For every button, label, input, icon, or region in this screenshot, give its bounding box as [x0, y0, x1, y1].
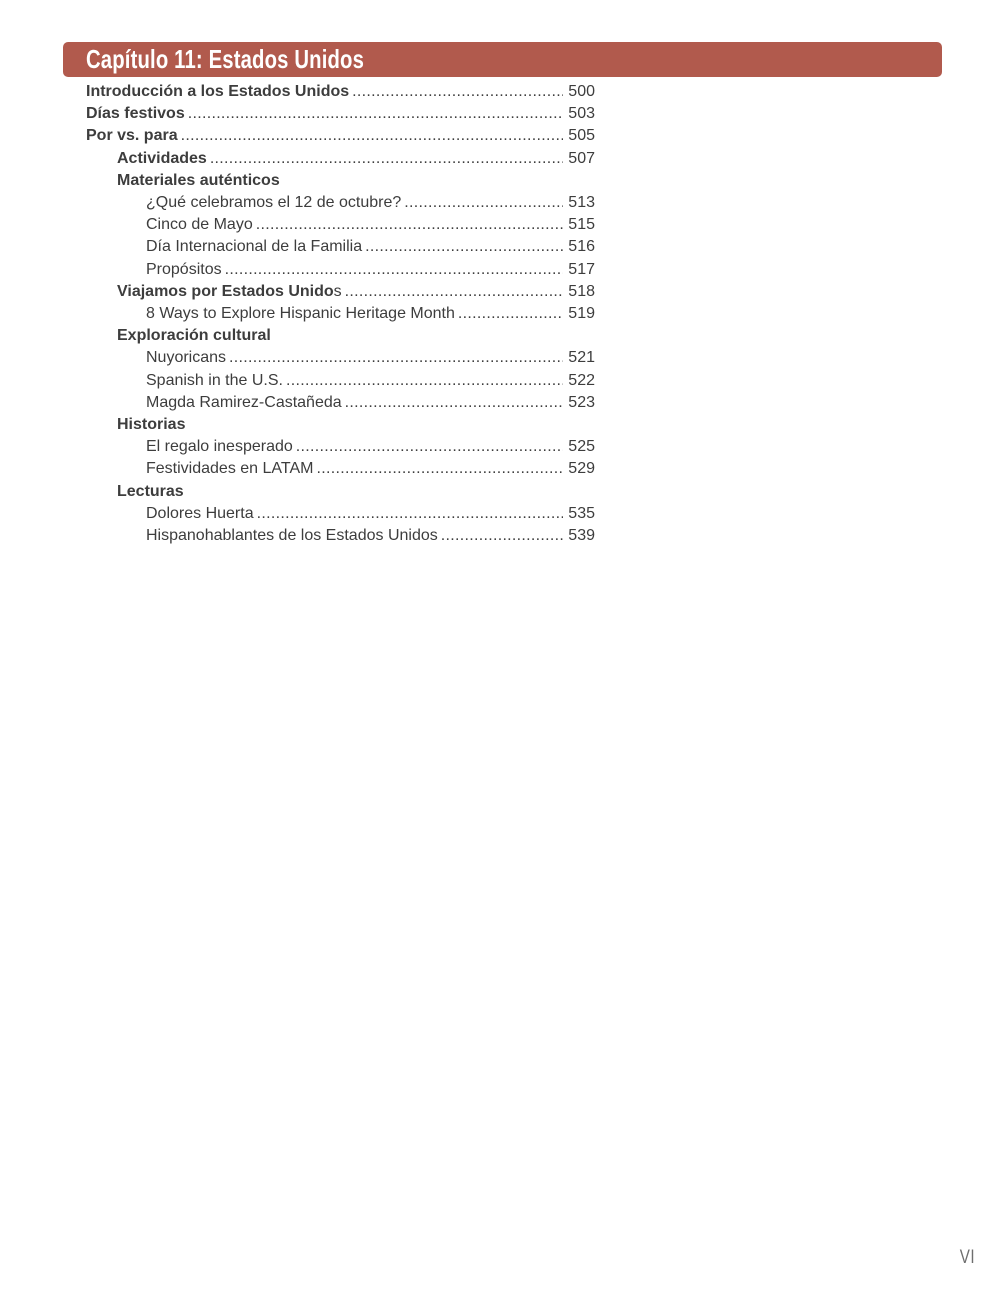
toc-entry-page: 521: [568, 349, 595, 367]
toc-entry-label: Spanish in the U.S.: [146, 371, 283, 389]
dot-leader: ........................................…: [365, 238, 563, 256]
dot-leader: ........................................…: [352, 83, 563, 100]
toc-entry-page: 519: [568, 305, 595, 323]
toc-entry-label: Por vs. para: [86, 127, 178, 145]
toc-entry-page: 503: [568, 105, 595, 123]
toc-entry[interactable]: Actividades ............................…: [86, 148, 595, 170]
dot-leader: ........................................…: [255, 216, 564, 234]
toc-entry-label: El regalo inesperado: [146, 438, 293, 456]
toc-entry-label-suffix: s: [333, 282, 342, 300]
page-number-folio: VI: [959, 1247, 975, 1268]
toc-entry[interactable]: Viajamos por Estados Unido s ...........…: [86, 281, 595, 303]
toc-entry-page: 522: [568, 371, 595, 389]
chapter-title: Capítulo 11: Estados Unidos: [86, 43, 365, 74]
toc-entry[interactable]: Lecturas: [86, 481, 595, 503]
dot-leader: ........................................…: [209, 149, 564, 167]
toc-entry-label: Día Internacional de la Familia: [146, 238, 363, 256]
toc-entry-page: 500: [568, 83, 595, 100]
toc-entry-label: Hispanohablantes de los Estados Unidos: [146, 527, 438, 545]
toc-entry-page: 523: [568, 393, 595, 411]
toc-entry-label: Dolores Huerta: [146, 504, 254, 522]
dot-leader: ........................................…: [187, 105, 564, 123]
toc-entry[interactable]: Día Internacional de la Familia ........…: [86, 236, 595, 258]
toc-entry-page: 517: [568, 260, 595, 278]
dot-leader: ........................................…: [256, 504, 564, 522]
dot-leader: ........................................…: [285, 371, 563, 389]
toc-entry-label: Exploración cultural: [117, 327, 271, 345]
toc-entry-label: Nuyoricans: [146, 349, 227, 367]
toc-entry[interactable]: Propósitos .............................…: [86, 259, 595, 281]
toc-entry[interactable]: Días festivos ..........................…: [86, 103, 595, 125]
dot-leader: ........................................…: [344, 393, 564, 411]
dot-leader: ........................................…: [440, 527, 564, 545]
toc-entry-label: Cinco de Mayo: [146, 216, 253, 234]
toc-entry-page: 505: [568, 127, 595, 145]
toc-entry[interactable]: Spanish in the U.S. ....................…: [86, 370, 595, 392]
dot-leader: ........................................…: [344, 282, 564, 300]
toc-entry-label: ¿Qué celebramos el 12 de octubre?: [146, 194, 402, 212]
toc-entry[interactable]: El regalo inesperado ...................…: [86, 436, 595, 458]
toc-entry[interactable]: Materiales auténticos: [86, 170, 595, 192]
toc-entry-page: 515: [568, 216, 595, 234]
toc-entry[interactable]: Dolores Huerta .........................…: [86, 503, 595, 525]
toc-entry[interactable]: Hispanohablantes de los Estados Unidos .…: [86, 525, 595, 547]
toc-entry-label: Festividades en LATAM: [146, 460, 314, 478]
toc-entry-label: Historias: [117, 416, 186, 434]
toc-entry-label: Magda Ramirez-Castañeda: [146, 393, 342, 411]
toc-entry-label: Días festivos: [86, 105, 185, 123]
toc-entry[interactable]: ¿Qué celebramos el 12 de octubre? ......…: [86, 192, 595, 214]
toc-entry[interactable]: Festividades en LATAM ..................…: [86, 458, 595, 480]
dot-leader: ........................................…: [224, 260, 564, 278]
toc-entry[interactable]: Nuyoricans .............................…: [86, 347, 595, 369]
toc-entry-label: Actividades: [117, 149, 207, 167]
toc-entry[interactable]: Por vs. para ...........................…: [86, 125, 595, 147]
dot-leader: ........................................…: [404, 194, 563, 212]
toc-entry[interactable]: Cinco de Mayo ..........................…: [86, 214, 595, 236]
dot-leader: ........................................…: [457, 305, 563, 323]
table-of-contents: Introducción a los Estados Unidos ......…: [86, 81, 595, 547]
toc-entry-label: Lecturas: [117, 482, 184, 500]
toc-entry-page: 525: [568, 438, 595, 456]
toc-entry-label: Propósitos: [146, 260, 222, 278]
dot-leader: ........................................…: [316, 460, 564, 478]
dot-leader: ........................................…: [180, 127, 564, 145]
toc-entry-page: 535: [568, 504, 595, 522]
toc-entry-page: 507: [568, 149, 595, 167]
dot-leader: ........................................…: [229, 349, 563, 367]
toc-entry-label: Introducción a los Estados Unidos: [86, 83, 350, 100]
chapter-header-bar: Capítulo 11: Estados Unidos: [63, 42, 942, 77]
toc-entry-label: Materiales auténticos: [117, 171, 280, 189]
toc-entry-page: 539: [568, 527, 595, 545]
toc-entry-page: 529: [568, 460, 595, 478]
dot-leader: ........................................…: [295, 438, 564, 456]
toc-entry-page: 518: [568, 282, 595, 300]
toc-entry[interactable]: Introducción a los Estados Unidos ......…: [86, 81, 595, 103]
toc-entry-page: 516: [568, 238, 595, 256]
toc-entry-label: Viajamos por Estados Unido: [117, 282, 334, 300]
toc-entry[interactable]: 8 Ways to Explore Hispanic Heritage Mont…: [86, 303, 595, 325]
toc-entry-label: 8 Ways to Explore Hispanic Heritage Mont…: [146, 305, 455, 323]
toc-entry-page: 513: [568, 194, 595, 212]
toc-entry[interactable]: Historias: [86, 414, 595, 436]
toc-entry[interactable]: Magda Ramirez-Castañeda ................…: [86, 392, 595, 414]
toc-entry[interactable]: Exploración cultural: [86, 325, 595, 347]
